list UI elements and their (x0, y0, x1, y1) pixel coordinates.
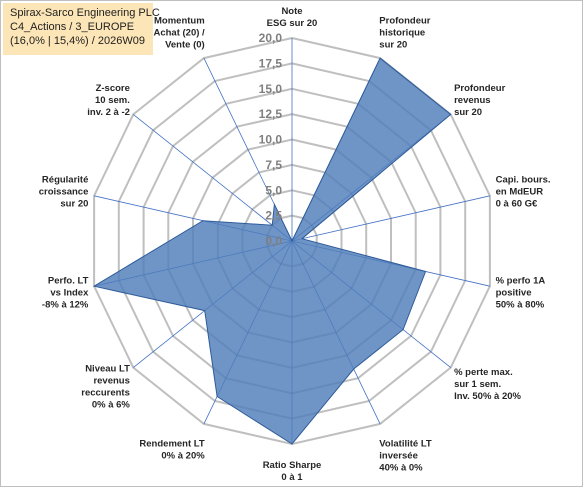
chart-title-box: Spirax-Sarco Engineering PLC C4_Actions … (3, 3, 160, 55)
axis-label-7-line-1: 0 à 1 (281, 472, 303, 483)
axis-label-4: % perfo 1A positive 50% à 80% (496, 276, 546, 311)
axis-label-3-line-2: 0 à 60 G€ (496, 198, 538, 209)
series-area (92, 57, 452, 445)
axis-label-3: Capi. bours. en MdEUR 0 à 60 G€ (496, 174, 551, 209)
axis-label-10: Perfo. LT vs Index -8% à 12% (42, 276, 89, 311)
axis-label-12-line-2: inv. 2 à -2 (87, 107, 130, 118)
title-category: C4_Actions / 3_EUROPE (10, 21, 135, 33)
radar-tick-labels: 0,0 2,5 5,0 7,5 10,0 12,5 15,0 17,5 20,0 (259, 31, 283, 248)
axis-label-4-line-1: positive (496, 288, 532, 299)
axis-label-6-line-2: 40% à 0% (379, 463, 423, 474)
spoke-3 (291, 195, 490, 242)
axis-label-8-line-1: 0% à 20% (161, 451, 205, 462)
tick-label-7: 17,5 (259, 56, 283, 70)
axis-label-2-line-2: sur 20 (454, 107, 482, 118)
axis-label-2-line-1: revenus (454, 95, 490, 106)
axis-label-9-line-2: reccurents (81, 388, 130, 399)
axis-label-2-line-0: Profondeur (454, 83, 505, 94)
axis-label-4-line-2: 50% à 80% (496, 300, 545, 311)
axis-label-11-line-0: Régularité (42, 174, 88, 185)
tick-label-0: 0,0 (265, 234, 282, 248)
spoke-12 (133, 114, 293, 242)
axis-label-6-line-1: inversée (379, 451, 418, 462)
axis-label-6: Volatilité LT inversée 40% à 0% (379, 439, 432, 474)
axis-label-13: Momentum Achat (20) / Vente (0) (153, 15, 205, 50)
axis-label-5: % perte max. sur 1 sem. Inv. 50% à 20% (454, 367, 521, 402)
axis-label-0: Note ESG sur 20 (267, 6, 318, 29)
axis-label-5-line-2: Inv. 50% à 20% (454, 391, 521, 402)
axis-label-12: Z-score 10 sem. inv. 2 à -2 (87, 83, 130, 118)
radar-axis-labels: Note ESG sur 20 Profondeur historique sur 20… (39, 6, 551, 483)
axis-label-0-line-0: Note (281, 6, 302, 17)
axis-label-9: Niveau LT revenus reccurents 0% à 6% (81, 364, 130, 411)
radar-series (92, 57, 452, 445)
axis-label-1-line-2: sur 20 (379, 39, 407, 50)
axis-label-10-line-1: vs Index (50, 288, 89, 299)
tick-label-4: 10,0 (259, 133, 283, 147)
axis-label-11-line-2: sur 20 (60, 198, 88, 209)
axis-label-10-line-2: -8% à 12% (42, 300, 89, 311)
axis-label-9-line-0: Niveau LT (85, 364, 130, 375)
axis-label-0-line-1: ESG sur 20 (267, 18, 318, 29)
axis-label-7: Ratio Sharpe 0 à 1 (263, 460, 322, 483)
axis-label-13-line-0: Momentum (154, 15, 205, 26)
tick-label-5: 12,5 (259, 107, 283, 121)
axis-label-9-line-1: revenus (93, 376, 129, 387)
axis-label-13-line-1: Achat (20) / (153, 27, 205, 38)
tick-label-8: 20,0 (259, 31, 283, 45)
axis-label-13-line-2: Vente (0) (165, 39, 205, 50)
axis-label-4-line-0: % perfo 1A (496, 276, 546, 287)
tick-label-6: 15,0 (259, 82, 283, 96)
axis-label-9-line-3: 0% à 6% (92, 400, 131, 411)
axis-label-12-line-0: Z-score (96, 83, 130, 94)
axis-label-8: Rendement LT 0% à 20% (139, 439, 205, 462)
axis-label-1-line-1: historique (379, 27, 425, 38)
axis-label-3-line-1: en MdEUR (496, 186, 544, 197)
axis-label-12-line-1: 10 sem. (95, 95, 130, 106)
axis-label-3-line-0: Capi. bours. (496, 174, 551, 185)
axis-label-5-line-0: % perte max. (454, 367, 513, 378)
axis-label-1-line-0: Profondeur (379, 15, 430, 26)
tick-label-2: 5,0 (265, 183, 282, 197)
axis-label-11: Régularité croissance sur 20 (39, 174, 89, 209)
title-stats: (16,0% | 15,4%) / 2026W09 (10, 35, 145, 47)
axis-label-8-line-0: Rendement LT (139, 439, 204, 450)
axis-label-5-line-1: sur 1 sem. (454, 379, 501, 390)
title-company: Spirax-Sarco Engineering PLC (10, 7, 160, 19)
axis-label-10-line-0: Perfo. LT (48, 276, 89, 287)
axis-label-1: Profondeur historique sur 20 (379, 15, 430, 50)
tick-label-3: 7,5 (265, 158, 282, 172)
axis-label-11-line-1: croissance (39, 186, 89, 197)
tick-label-1: 2,5 (265, 209, 282, 223)
axis-label-2: Profondeur revenus sur 20 (454, 83, 505, 118)
axis-label-7-line-0: Ratio Sharpe (263, 460, 322, 471)
axis-label-6-line-0: Volatilité LT (379, 439, 432, 450)
